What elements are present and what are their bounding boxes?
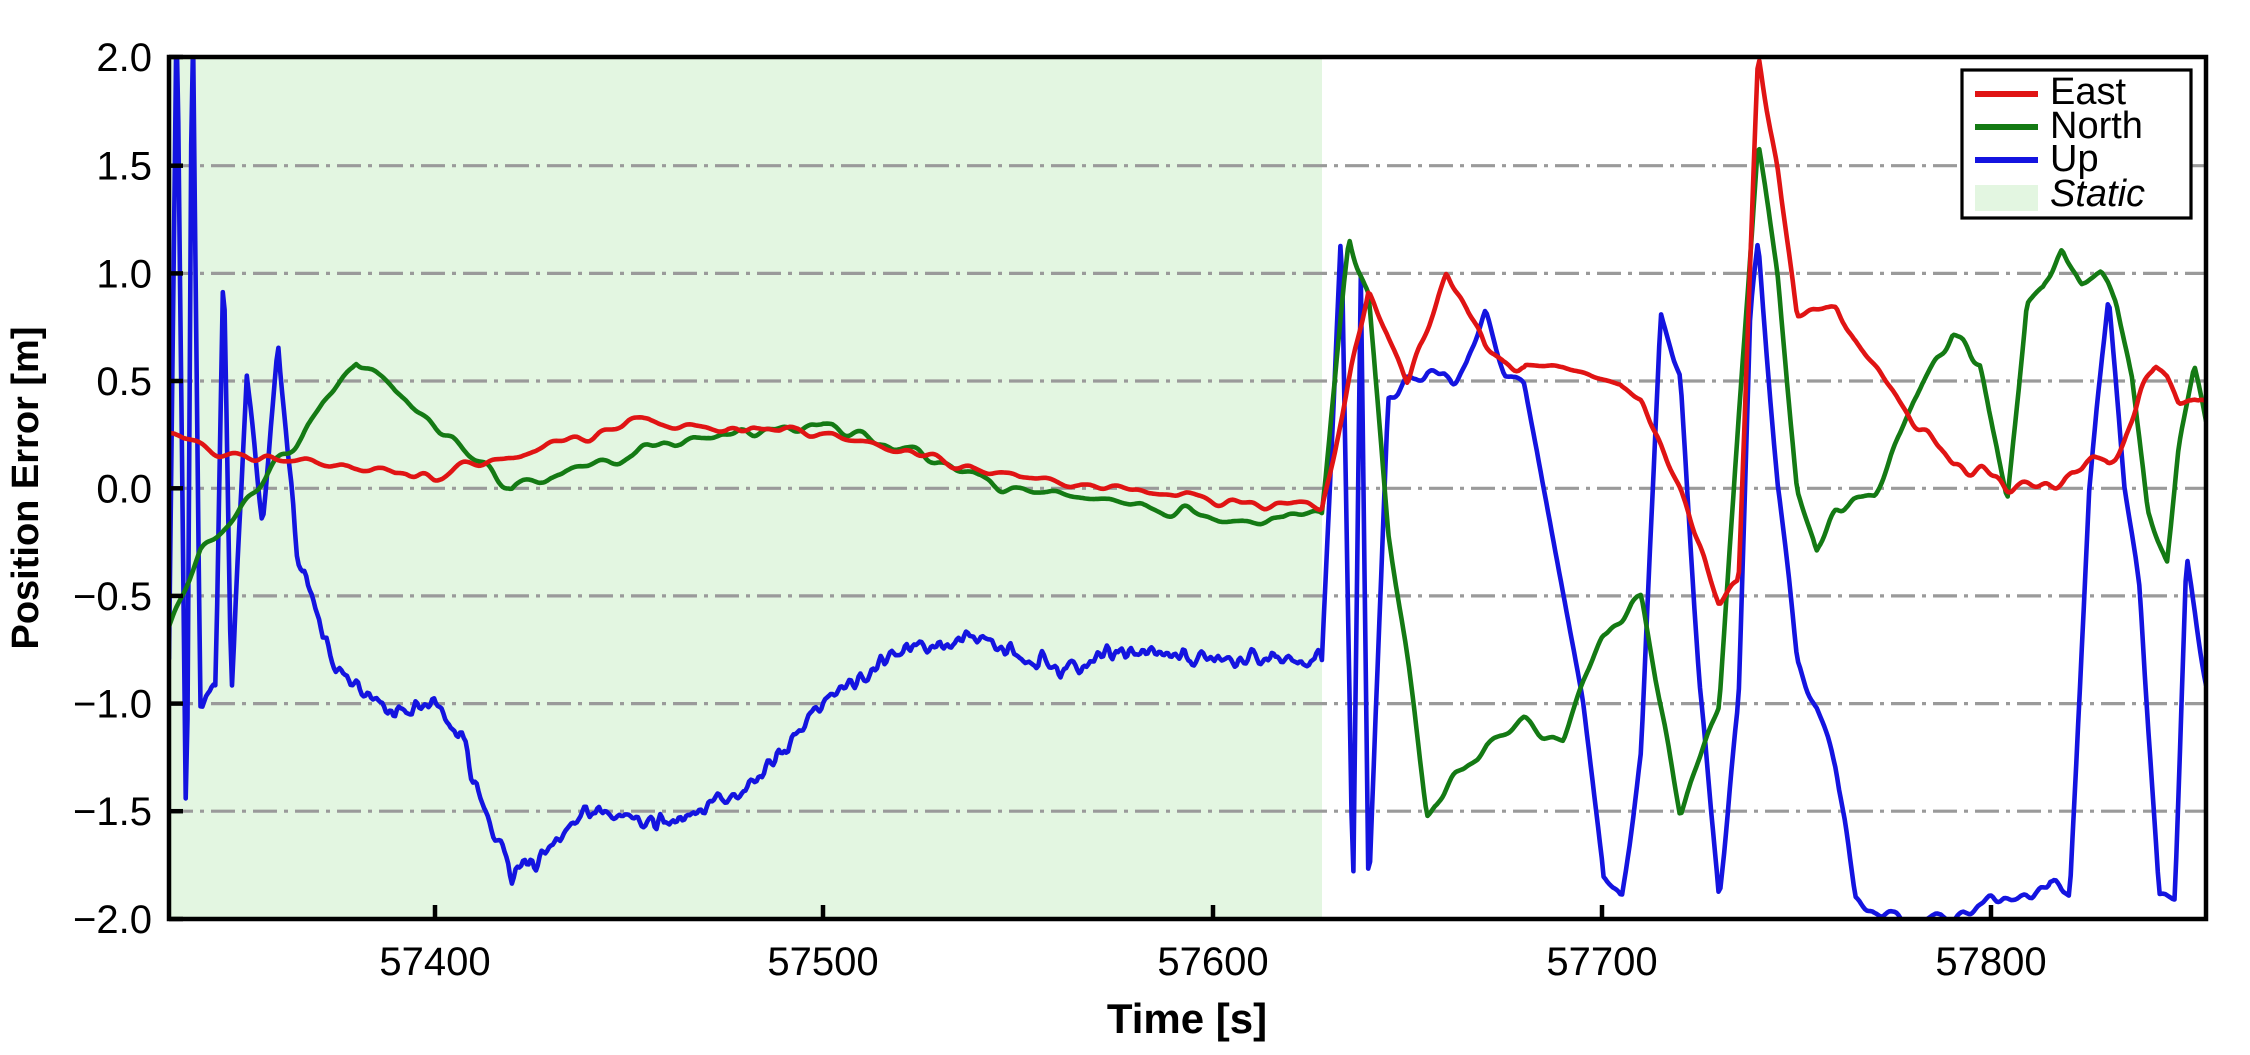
svg-text:57400: 57400: [379, 940, 490, 984]
svg-text:57800: 57800: [1935, 940, 2046, 984]
svg-text:57600: 57600: [1157, 940, 1268, 984]
svg-text:0.0: 0.0: [96, 467, 152, 511]
svg-text:−1.0: −1.0: [73, 683, 152, 727]
svg-text:−0.5: −0.5: [73, 575, 152, 619]
svg-text:1.5: 1.5: [96, 145, 152, 189]
svg-text:Time [s]: Time [s]: [1107, 995, 1267, 1042]
svg-text:1.0: 1.0: [96, 252, 152, 296]
svg-text:0.5: 0.5: [96, 360, 152, 404]
svg-text:57700: 57700: [1546, 940, 1657, 984]
svg-text:Static: Static: [2050, 173, 2145, 215]
svg-text:2.0: 2.0: [96, 36, 152, 80]
svg-text:−2.0: −2.0: [73, 898, 152, 942]
svg-text:57500: 57500: [767, 940, 878, 984]
svg-text:−1.5: −1.5: [73, 790, 152, 834]
svg-text:Position Error [m]: Position Error [m]: [5, 326, 47, 649]
